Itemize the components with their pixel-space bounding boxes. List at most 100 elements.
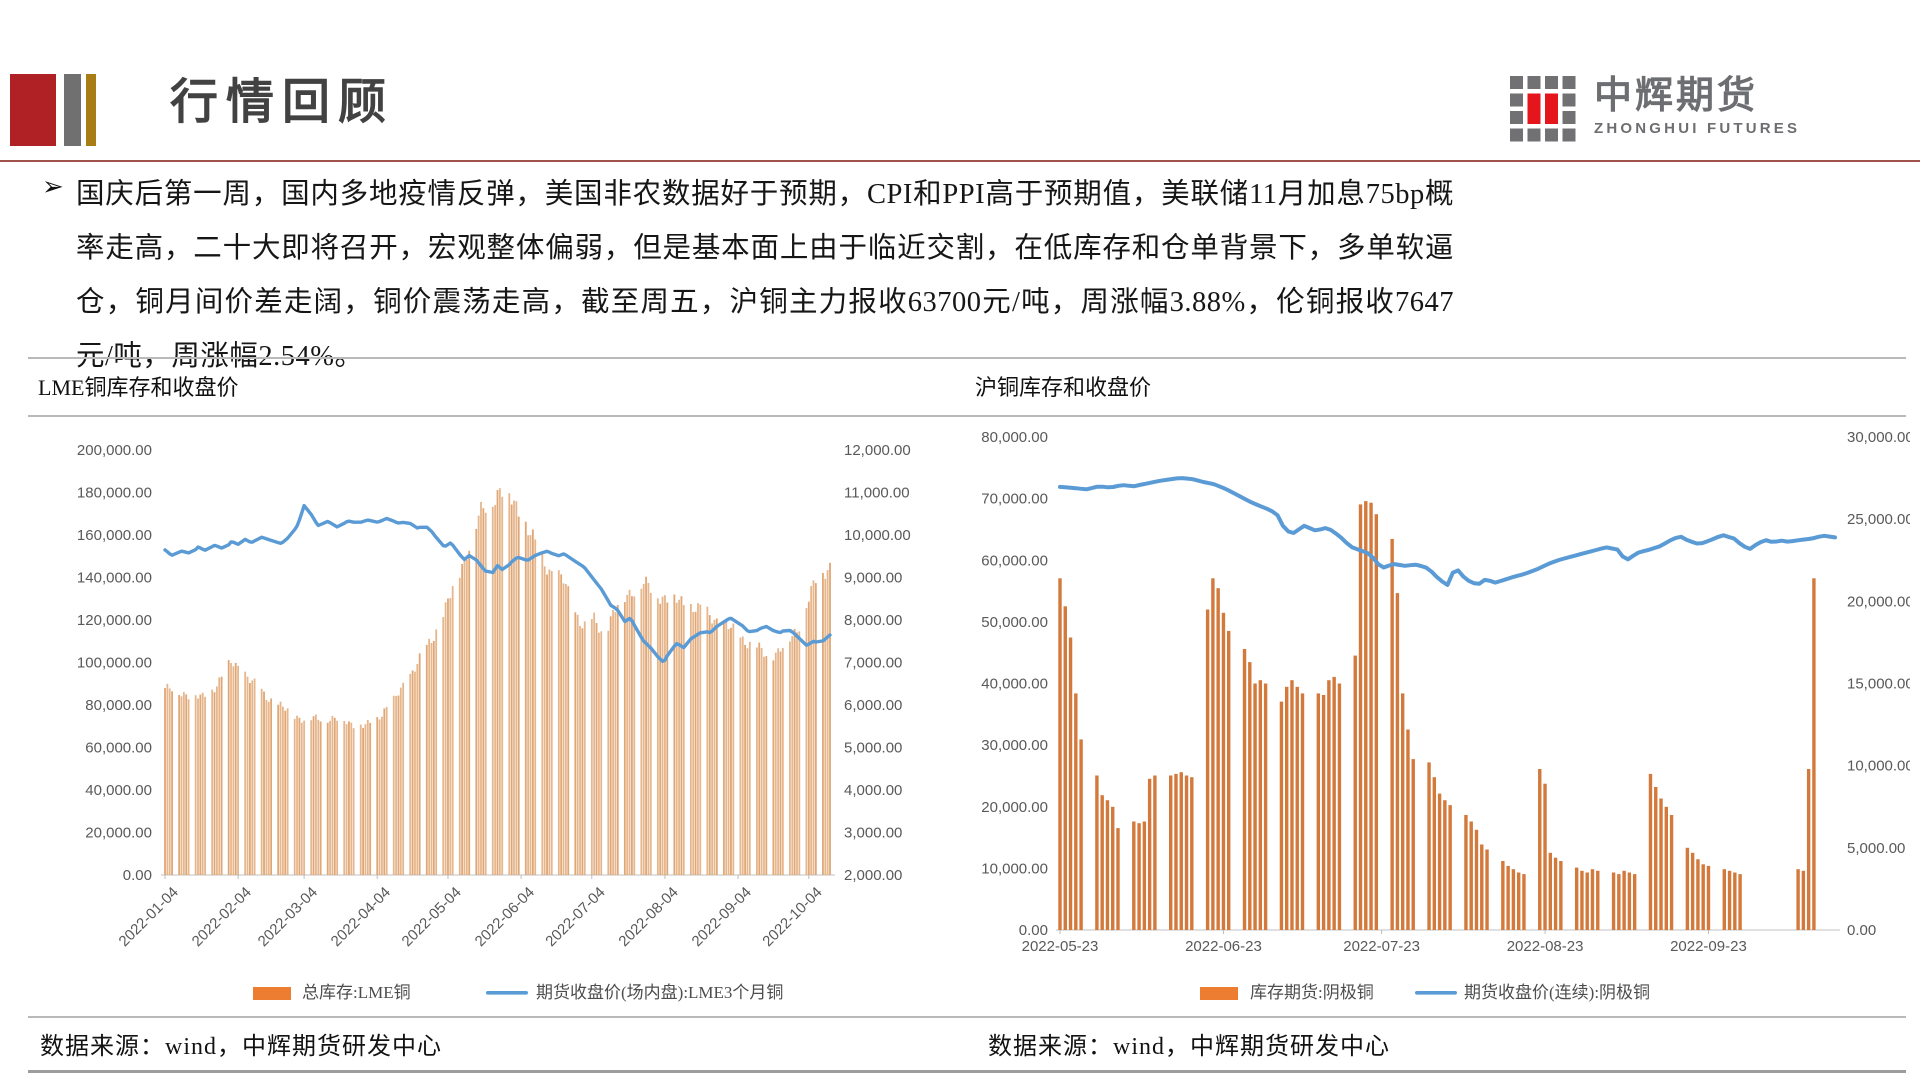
inventory-bar	[579, 625, 581, 875]
inventory-bar	[649, 592, 652, 875]
inventory-bar	[1506, 865, 1510, 930]
inventory-bar	[362, 727, 364, 875]
inventory-bar	[244, 671, 247, 875]
left-axis-tick-label: 30,000.00	[981, 737, 1048, 754]
inventory-bar	[1559, 861, 1563, 930]
inventory-bar	[1580, 870, 1584, 930]
inventory-bar	[409, 673, 412, 875]
footer-top-divider	[28, 1016, 1906, 1018]
inventory-bar	[692, 612, 695, 875]
inventory-bar	[796, 632, 798, 875]
inventory-bar	[1068, 637, 1073, 930]
x-axis-label: 2022-06-04	[472, 884, 538, 950]
x-axis-label: 2022-04-04	[328, 884, 394, 950]
right-axis-tick-label: 20,000.00	[1847, 593, 1910, 610]
right-axis-tick-label: 3,000.00	[844, 825, 902, 842]
inventory-bar	[496, 490, 499, 875]
inventory-bar	[616, 605, 619, 875]
deco-red-block	[10, 74, 56, 146]
left-axis-tick-label: 80,000.00	[981, 429, 1048, 446]
inventory-bar	[1501, 861, 1505, 930]
legend-line-swatch	[1415, 991, 1457, 995]
company-logo: 中辉期货 ZHONGHUI FUTURES	[1510, 76, 1800, 144]
right-axis-tick-label: 0.00	[1847, 922, 1876, 939]
inventory-bar	[480, 501, 482, 875]
inventory-bar	[1358, 504, 1363, 930]
inventory-bar	[612, 610, 614, 875]
inventory-bar	[1211, 578, 1215, 930]
left-axis-tick-label: 50,000.00	[981, 614, 1048, 631]
inventory-bar	[248, 683, 251, 875]
inventory-bar	[515, 501, 518, 875]
inventory-bar	[513, 500, 515, 875]
inventory-bar	[1142, 821, 1147, 930]
inventory-bar	[557, 570, 560, 875]
inventory-bar	[1427, 762, 1431, 930]
legend-bar-swatch	[253, 987, 291, 1000]
inventory-bar	[758, 642, 761, 875]
inventory-bar	[659, 603, 662, 875]
inventory-bar	[418, 653, 421, 875]
inventory-bar	[402, 682, 405, 875]
inventory-bar	[1801, 870, 1806, 930]
right-axis-tick-label: 15,000.00	[1847, 676, 1910, 693]
inventory-bar	[598, 632, 600, 875]
inventory-bar	[411, 670, 414, 875]
chart-title-divider	[28, 415, 1906, 417]
inventory-bar	[746, 648, 749, 875]
inventory-bar	[232, 666, 235, 875]
x-axis-label: 2022-02-04	[189, 884, 255, 950]
inventory-bar	[529, 535, 532, 875]
inventory-bar	[680, 596, 683, 875]
inventory-bar	[1664, 806, 1668, 931]
inventory-bar	[779, 651, 782, 875]
inventory-bar	[463, 556, 466, 875]
inventory-bar	[1543, 783, 1547, 930]
inventory-bar	[791, 636, 794, 875]
inventory-bar	[399, 687, 402, 875]
inventory-bar	[1190, 777, 1194, 930]
inventory-bar	[1796, 869, 1800, 930]
inventory-bar	[449, 598, 452, 875]
inventory-bar	[550, 571, 553, 875]
inventory-bar	[237, 665, 239, 875]
inventory-bar	[277, 704, 280, 875]
inventory-bar	[607, 630, 610, 875]
x-axis-label: 2022-03-04	[255, 884, 321, 950]
inventory-bar	[1622, 870, 1626, 930]
inventory-bar	[1137, 823, 1141, 930]
inventory-bar	[678, 599, 680, 875]
left-data-source: 数据来源：wind，中辉期货研发中心	[40, 1034, 442, 1060]
inventory-bar	[656, 598, 659, 875]
left-axis-tick-label: 60,000.00	[981, 552, 1048, 569]
inventory-bar	[609, 616, 612, 875]
inventory-bar	[510, 504, 513, 875]
inventory-bar	[647, 583, 650, 875]
inventory-bar	[772, 660, 775, 875]
inventory-bar	[475, 528, 478, 875]
inventory-bar	[1263, 683, 1268, 930]
logo-company-name: 中辉期货	[1594, 75, 1759, 117]
inventory-bar	[689, 604, 692, 875]
inventory-bar	[1585, 872, 1589, 930]
inventory-bar	[1538, 769, 1542, 930]
inventory-bar	[352, 728, 355, 875]
inventory-bar	[364, 724, 367, 875]
inventory-bar	[1432, 777, 1437, 930]
inventory-bar	[331, 715, 334, 875]
inventory-bar	[187, 699, 190, 875]
right-axis-tick-label: 5,000.00	[1847, 840, 1905, 857]
inventory-bar	[1669, 815, 1674, 930]
inventory-bar	[1437, 793, 1442, 930]
inventory-bar	[1332, 676, 1336, 930]
inventory-bar	[829, 562, 831, 875]
inventory-bar	[822, 573, 824, 875]
inventory-bar	[1395, 593, 1400, 930]
inventory-bar	[633, 596, 636, 875]
inventory-bar	[343, 721, 346, 875]
inventory-bar	[623, 602, 626, 875]
inventory-bar	[744, 644, 747, 875]
inventory-bar	[359, 724, 362, 875]
inventory-bar	[765, 656, 768, 875]
inventory-bar	[1390, 538, 1394, 930]
